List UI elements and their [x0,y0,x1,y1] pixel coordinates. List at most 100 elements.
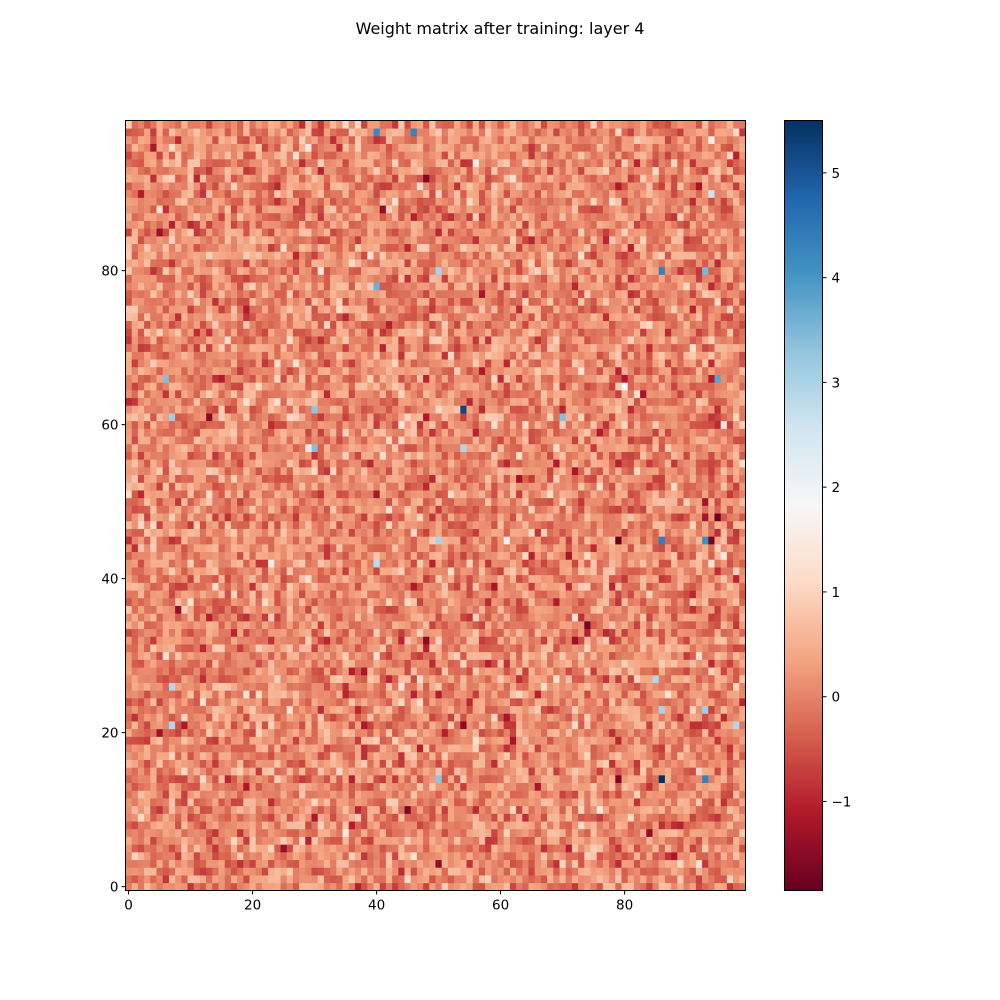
heatmap-cell [522,828,529,837]
heatmap-cell [162,667,170,676]
heatmap-cell [398,882,405,891]
heatmap-cell [373,674,381,683]
heatmap-cell [404,713,412,722]
heatmap-cell [131,674,139,683]
heatmap-cell [516,651,523,660]
heatmap-cell [193,628,201,637]
heatmap-cell [540,613,548,622]
heatmap-cell [447,782,455,791]
heatmap-cell [466,867,474,876]
heatmap-cell [485,852,492,861]
heatmap-cell [379,844,387,853]
heatmap-cell [584,651,591,660]
heatmap-cell [224,644,232,653]
heatmap-cell [305,659,312,668]
heatmap-cell [528,682,536,691]
heatmap-cell [373,644,381,653]
heatmap-cell [516,759,523,768]
heatmap-cell [714,582,722,591]
heatmap-cell [540,821,548,830]
heatmap-cell [311,674,319,683]
heatmap-cell [156,528,164,537]
heatmap-cell [695,721,703,730]
heatmap-cell [689,544,697,553]
heatmap-cell [503,582,511,591]
heatmap-cell [274,798,281,807]
heatmap-cell [454,875,461,884]
heatmap-cell [602,605,610,614]
heatmap-cell [286,867,294,876]
heatmap-cell [571,705,579,714]
heatmap-cell [268,767,275,776]
heatmap-cell [726,859,734,868]
heatmap-cell [609,867,616,876]
heatmap-cell [621,559,629,568]
heatmap-cell [286,667,294,676]
heatmap-cell [181,520,188,529]
heatmap-cell [311,551,319,560]
heatmap-cell [230,759,238,768]
heatmap-cell [162,705,170,714]
heatmap-cell [261,551,269,560]
heatmap-cell [528,798,536,807]
heatmap-cell [243,590,250,599]
heatmap-cell [652,882,660,891]
heatmap-cell [317,836,325,845]
heatmap-cell [181,736,188,745]
heatmap-cell [193,790,201,799]
heatmap-cell [268,667,275,676]
heatmap-cell [733,736,740,745]
heatmap-cell [404,513,412,522]
heatmap-cell [137,544,145,553]
heatmap-cell [268,544,275,553]
heatmap-cell [311,659,319,668]
heatmap-cell [733,805,740,814]
heatmap-cell [385,867,393,876]
heatmap-cell [702,644,709,653]
heatmap-cell [168,828,176,837]
heatmap-cell [689,852,697,861]
heatmap-cell [466,744,474,753]
heatmap-cell [218,590,226,599]
heatmap-cell [187,790,195,799]
heatmap-cell [472,798,480,807]
heatmap-cell [633,544,641,553]
heatmap-cell [441,836,449,845]
heatmap-cell [733,882,740,891]
heatmap-cell [689,736,697,745]
heatmap-cell [739,728,746,737]
heatmap-cell [243,728,250,737]
heatmap-cell [596,605,604,614]
heatmap-cell [367,605,374,614]
heatmap-cell [726,559,734,568]
heatmap-cell [726,528,734,537]
heatmap-cell [633,844,641,853]
heatmap-cell [156,828,164,837]
heatmap-cell [131,721,139,730]
heatmap-cell [652,813,660,822]
heatmap-cell [274,828,281,837]
heatmap-cell [125,659,133,668]
heatmap-cell [193,690,201,699]
heatmap-cell [509,528,517,537]
heatmap-cell [640,721,647,730]
heatmap-cell [708,690,715,699]
heatmap-cell [720,728,728,737]
heatmap-cell [472,867,480,876]
heatmap-cell [491,659,498,668]
heatmap-cell [379,505,387,514]
heatmap-cell [336,682,343,691]
heatmap-cell [478,859,486,868]
heatmap-cell [385,513,393,522]
heatmap-cell [261,574,269,583]
heatmap-cell [373,698,381,707]
heatmap-cell [714,798,722,807]
heatmap-cell [466,705,474,714]
heatmap-cell [695,667,703,676]
heatmap-cell [156,597,164,606]
heatmap-cell [255,721,263,730]
heatmap-cell [379,728,387,737]
heatmap-cell [522,728,529,737]
heatmap-cell [627,574,635,583]
heatmap-cell [435,721,443,730]
